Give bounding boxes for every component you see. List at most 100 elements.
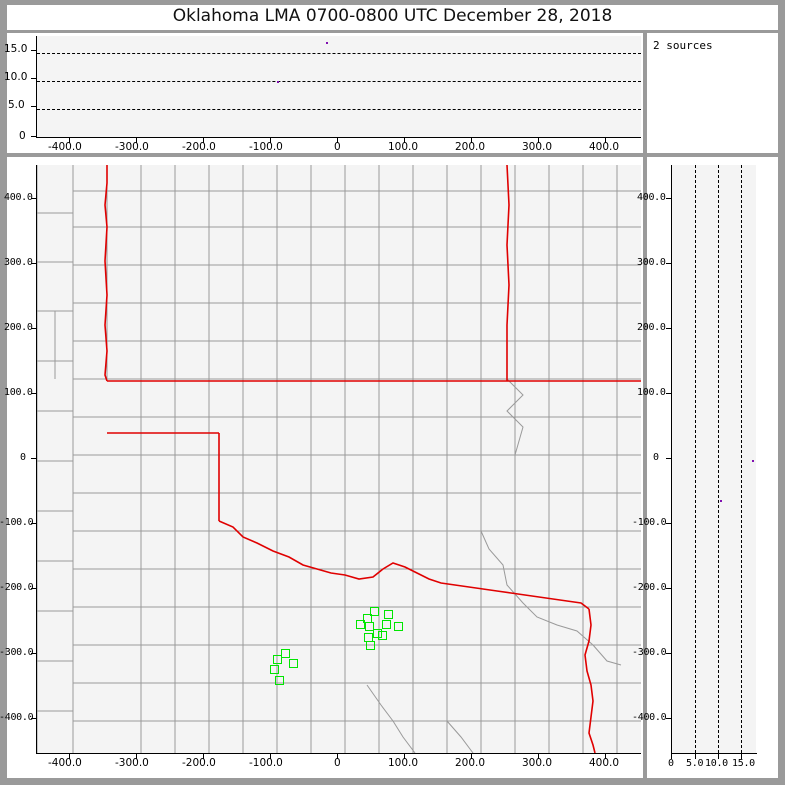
xtick: [671, 753, 673, 759]
top-y-axis: [36, 36, 38, 137]
top-ytick-label: 5.0: [8, 99, 25, 111]
xtick: [337, 753, 339, 759]
title-bar: Oklahoma LMA 0700-0800 UTC December 28, …: [7, 5, 778, 30]
xtick: [203, 137, 205, 143]
top-ytick-label: 15.0: [4, 43, 28, 55]
xtick: [471, 137, 473, 143]
map-ytick-label: 300.0: [4, 257, 33, 268]
map-xtick-label: -100.0: [249, 757, 283, 769]
xtick: [136, 137, 138, 143]
source-marker: [394, 622, 403, 631]
page-title: Oklahoma LMA 0700-0800 UTC December 28, …: [172, 6, 613, 26]
right-ytick-label: -100.0: [632, 517, 667, 528]
top-xtick-label: 400.0: [589, 141, 620, 153]
right-ytick-label: 400.0: [637, 192, 666, 203]
top-xtick-label: 200.0: [455, 141, 486, 153]
ytick: [31, 393, 37, 395]
right-xtick-label: 10.0: [705, 758, 728, 769]
gridline-y-10: [37, 80, 641, 82]
source-marker: [365, 622, 374, 631]
ytick: [31, 49, 37, 51]
xtick: [270, 137, 272, 143]
ytick: [31, 458, 37, 460]
xtick: [695, 753, 697, 759]
source-marker: [378, 631, 387, 640]
ytick: [666, 588, 672, 590]
right-plot-area: [672, 165, 756, 753]
top-x-axis: [36, 136, 641, 138]
map-xtick-label: 100.0: [388, 757, 419, 769]
right-ytick-label: 300.0: [637, 257, 666, 268]
top-ytick-label: 10.0: [4, 71, 28, 83]
right-xtick-label: 5.0: [686, 758, 704, 769]
ytick: [31, 77, 37, 79]
xtick: [538, 753, 540, 759]
source-marker: [275, 676, 284, 685]
gridline-y-5: [37, 108, 641, 110]
xtick: [605, 137, 607, 143]
source-marker: [384, 610, 393, 619]
map-ytick-label: 200.0: [4, 322, 33, 333]
top-chart-panel: 0 5.0 10.0 15.0 -400.0 -300.0 -200.0 -10…: [4, 33, 643, 153]
ytick: [666, 328, 672, 330]
source-marker: [382, 620, 391, 629]
xtick: [741, 753, 743, 759]
ytick: [31, 653, 37, 655]
ytick: [31, 523, 37, 525]
right-xtick-label: 0: [668, 758, 674, 769]
map-x-axis: [36, 752, 641, 754]
ytick: [666, 523, 672, 525]
map-xtick-label: 300.0: [522, 757, 553, 769]
top-xtick-label: 300.0: [522, 141, 553, 153]
right-ytick-label: 100.0: [637, 387, 666, 398]
source-marker: [356, 620, 365, 629]
top-xtick-label: -100.0: [249, 141, 283, 153]
gridline-x-15: [741, 165, 742, 753]
right-ytick-label: 0: [653, 452, 659, 463]
xtick: [270, 753, 272, 759]
ytick: [31, 198, 37, 200]
gridline-x-5: [695, 165, 696, 753]
right-ytick-label: -300.0: [632, 647, 667, 658]
xtick: [136, 753, 138, 759]
state-boundaries: [104, 165, 641, 753]
map-xtick-label: -400.0: [48, 757, 82, 769]
xtick: [337, 137, 339, 143]
ytick: [31, 263, 37, 265]
source-marker: [270, 665, 279, 674]
xtick: [203, 753, 205, 759]
xtick: [69, 137, 71, 143]
source-marker: [373, 629, 382, 638]
ytick: [666, 198, 672, 200]
map-xtick-label: -200.0: [182, 757, 216, 769]
map-ytick-label: 0: [20, 452, 26, 463]
right-ytick-label: -400.0: [632, 712, 667, 723]
source-marker: [370, 607, 379, 616]
map-xtick-label: -300.0: [115, 757, 149, 769]
county-boundaries: [37, 165, 641, 753]
top-plot-area: [37, 36, 641, 137]
map-xtick-label: 200.0: [455, 757, 486, 769]
source-marker: [289, 659, 298, 668]
source-point: [720, 500, 722, 502]
top-xtick-label: -400.0: [48, 141, 82, 153]
right-x-axis: [671, 752, 757, 754]
map-ytick-label: -300.0: [0, 647, 34, 658]
map-ytick-label: -400.0: [0, 712, 34, 723]
xtick: [605, 753, 607, 759]
map-plot-area[interactable]: [37, 165, 641, 753]
source-point: [326, 42, 328, 44]
ytick: [666, 263, 672, 265]
ytick: [666, 393, 672, 395]
map-panel: 400.0 300.0 200.0 100.0 0 -100.0 -200.0 …: [0, 157, 643, 778]
gridline-y-15: [37, 52, 641, 54]
source-count-label: 2 sources: [653, 39, 713, 52]
ytick: [31, 718, 37, 720]
source-marker: [273, 655, 282, 664]
gridline-x-10: [718, 165, 719, 753]
ytick: [31, 136, 37, 138]
top-xtick-label: -300.0: [115, 141, 149, 153]
ytick: [666, 653, 672, 655]
xtick: [69, 753, 71, 759]
